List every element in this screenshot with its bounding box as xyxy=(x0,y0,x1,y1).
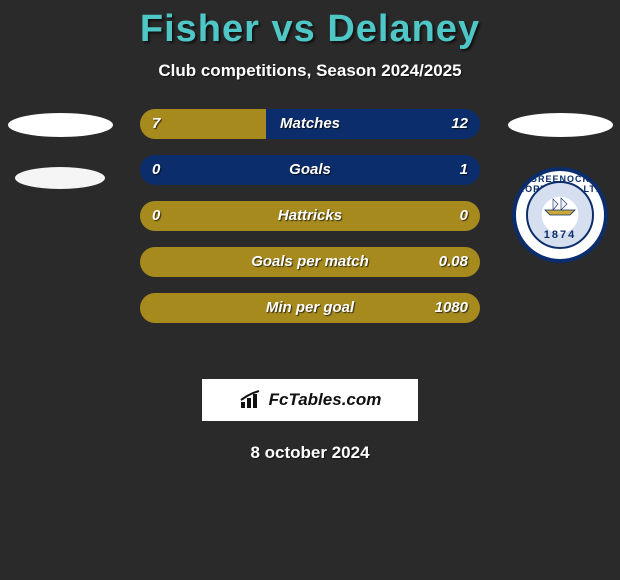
crest-placeholder-icon xyxy=(508,113,613,137)
date-line: 8 october 2024 xyxy=(0,443,620,463)
stat-row: Goals0 1 xyxy=(140,155,480,185)
stat-label: Goals xyxy=(140,155,480,185)
badge-year: 1874 xyxy=(516,229,604,241)
stat-value-right: 12 xyxy=(451,109,468,139)
stat-label: Goals per match xyxy=(140,247,480,277)
stat-bars: Matches712Goals01Hattricks00Goals per ma… xyxy=(140,109,480,339)
crest-placeholder-icon xyxy=(8,113,113,137)
stat-row: Min per goal1080 xyxy=(140,293,480,323)
comparison-arena: Matches712Goals01Hattricks00Goals per ma… xyxy=(0,109,620,359)
stat-value-right: 0 xyxy=(460,201,468,231)
brand-text: FcTables.com xyxy=(269,390,382,410)
stat-value-right: 1080 xyxy=(435,293,468,323)
stat-row: Goals per match0.08 xyxy=(140,247,480,277)
bar-chart-icon xyxy=(239,390,265,410)
ship-icon xyxy=(543,196,577,216)
crest-placeholder-icon xyxy=(15,167,105,189)
stat-row: Hattricks0 0 xyxy=(140,201,480,231)
stat-label: Hattricks xyxy=(140,201,480,231)
stat-row: Matches7 12 xyxy=(140,109,480,139)
stat-value-right: 1 xyxy=(460,155,468,185)
stat-value-left: 7 xyxy=(152,109,160,139)
stat-label: Matches xyxy=(140,109,480,139)
brand-box: FcTables.com xyxy=(202,379,418,421)
stat-label: Min per goal xyxy=(140,293,480,323)
stat-value-left: 0 xyxy=(152,155,160,185)
club-badge-morton: GREENOCK MORTON FC LTD 1874 xyxy=(512,167,608,263)
left-crest-column xyxy=(0,109,120,189)
right-crest-column: GREENOCK MORTON FC LTD 1874 xyxy=(500,109,620,263)
page-title: Fisher vs Delaney xyxy=(0,0,620,51)
stat-value-left: 0 xyxy=(152,201,160,231)
subtitle: Club competitions, Season 2024/2025 xyxy=(0,61,620,81)
stat-value-right: 0.08 xyxy=(439,247,468,277)
